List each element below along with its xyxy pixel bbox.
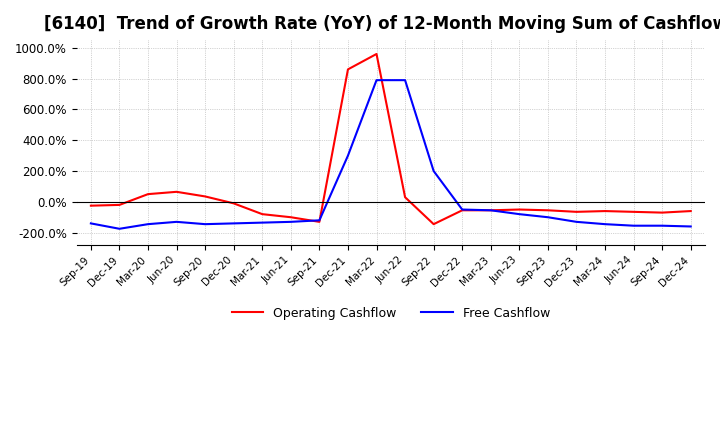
Free Cashflow — [230, 221, 238, 226]
Operating Cashflow — [201, 194, 210, 199]
Operating Cashflow — [515, 207, 523, 212]
Line: Free Cashflow: Free Cashflow — [91, 80, 690, 229]
Free Cashflow — [287, 219, 295, 224]
Free Cashflow — [487, 208, 495, 213]
Operating Cashflow — [172, 189, 181, 194]
Operating Cashflow — [115, 202, 124, 208]
Free Cashflow — [172, 219, 181, 224]
Free Cashflow — [115, 226, 124, 231]
Operating Cashflow — [144, 191, 153, 197]
Operating Cashflow — [86, 203, 95, 208]
Operating Cashflow — [544, 208, 552, 213]
Free Cashflow — [429, 169, 438, 174]
Free Cashflow — [343, 153, 352, 158]
Free Cashflow — [258, 220, 266, 225]
Operating Cashflow — [600, 209, 609, 214]
Free Cashflow — [600, 221, 609, 227]
Operating Cashflow — [372, 51, 381, 57]
Operating Cashflow — [429, 221, 438, 227]
Free Cashflow — [515, 212, 523, 217]
Free Cashflow — [686, 224, 695, 229]
Free Cashflow — [401, 77, 410, 83]
Operating Cashflow — [458, 208, 467, 213]
Operating Cashflow — [686, 209, 695, 214]
Free Cashflow — [86, 221, 95, 226]
Operating Cashflow — [401, 194, 410, 200]
Title: [6140]  Trend of Growth Rate (YoY) of 12-Month Moving Sum of Cashflows: [6140] Trend of Growth Rate (YoY) of 12-… — [44, 15, 720, 33]
Line: Operating Cashflow: Operating Cashflow — [91, 54, 690, 224]
Free Cashflow — [458, 207, 467, 212]
Operating Cashflow — [572, 209, 581, 214]
Operating Cashflow — [258, 212, 266, 217]
Operating Cashflow — [629, 209, 638, 214]
Free Cashflow — [629, 223, 638, 228]
Operating Cashflow — [343, 67, 352, 72]
Free Cashflow — [372, 77, 381, 83]
Legend: Operating Cashflow, Free Cashflow: Operating Cashflow, Free Cashflow — [227, 302, 555, 325]
Free Cashflow — [658, 223, 667, 228]
Free Cashflow — [572, 219, 581, 224]
Operating Cashflow — [315, 219, 324, 224]
Free Cashflow — [144, 221, 153, 227]
Free Cashflow — [315, 218, 324, 223]
Operating Cashflow — [230, 201, 238, 206]
Operating Cashflow — [658, 210, 667, 215]
Free Cashflow — [544, 215, 552, 220]
Free Cashflow — [201, 221, 210, 227]
Operating Cashflow — [487, 208, 495, 213]
Operating Cashflow — [287, 215, 295, 220]
